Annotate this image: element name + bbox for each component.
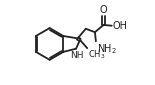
Text: NH: NH [70, 51, 83, 60]
Text: CH$_3$: CH$_3$ [88, 49, 106, 61]
Text: O: O [100, 5, 107, 15]
Text: NH$_2$: NH$_2$ [97, 42, 117, 56]
Text: OH: OH [113, 21, 128, 31]
